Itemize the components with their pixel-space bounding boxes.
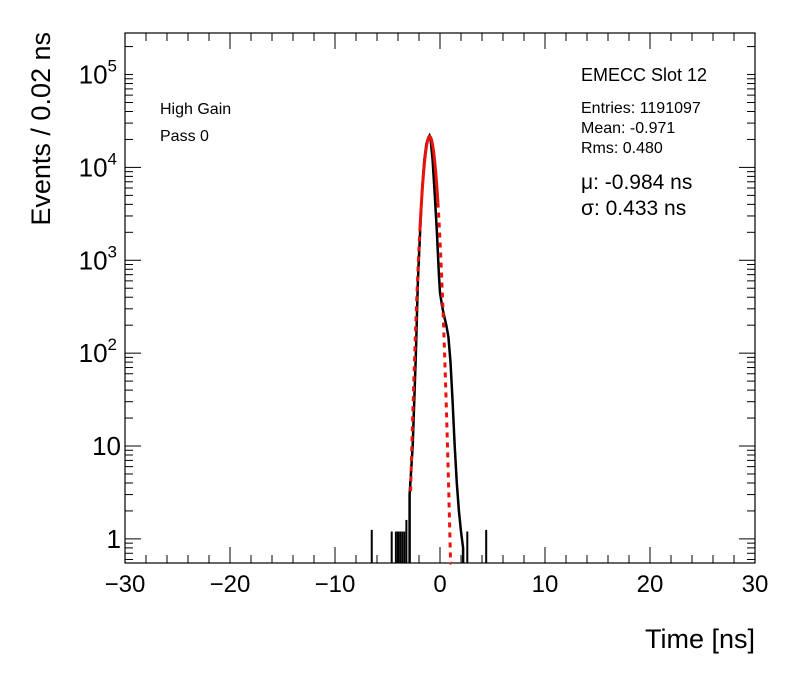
y-tick-label: 10 <box>92 431 121 461</box>
y-tick-label: 103 <box>79 242 117 275</box>
x-tick-label: 10 <box>532 571 559 598</box>
x-tick-label: −10 <box>315 571 356 598</box>
x-tick-label: −20 <box>210 571 251 598</box>
pass-label: Pass 0 <box>160 128 209 145</box>
x-tick-label: 20 <box>637 571 664 598</box>
gaussian-fit-extrapolation <box>409 202 453 565</box>
sigma-fit-param: σ: 0.433 ns <box>581 197 686 220</box>
isolated-entries <box>370 519 488 563</box>
x-tick-label: 0 <box>433 571 446 598</box>
y-axis-ticks <box>125 46 755 560</box>
y-axis-label: Events / 0.02 ns <box>26 32 56 226</box>
y-tick-label: 105 <box>79 57 117 90</box>
y-tick-label: 1 <box>107 524 121 554</box>
x-axis-ticks <box>124 33 756 563</box>
y-axis-tick-labels: 1 10 102 103 104 105 <box>79 57 121 554</box>
rms-stat: Rms: 0.480 <box>581 140 663 157</box>
x-tick-label: 30 <box>742 571 769 598</box>
x-axis-tick-labels: −30 −20 −10 0 10 20 30 <box>105 571 769 598</box>
x-tick-label: −30 <box>105 571 146 598</box>
entries-stat: Entries: 1191097 <box>581 100 701 117</box>
gain-label: High Gain <box>160 101 231 118</box>
mean-stat: Mean: -0.971 <box>581 120 675 137</box>
x-axis-label: Time [ns] <box>645 624 755 654</box>
y-tick-label: 102 <box>79 335 117 368</box>
mu-fit-param: μ: -0.984 ns <box>581 171 692 194</box>
chart-title: EMECC Slot 12 <box>581 65 707 85</box>
y-tick-label: 104 <box>79 149 117 182</box>
gaussian-fit-curve <box>418 135 440 227</box>
